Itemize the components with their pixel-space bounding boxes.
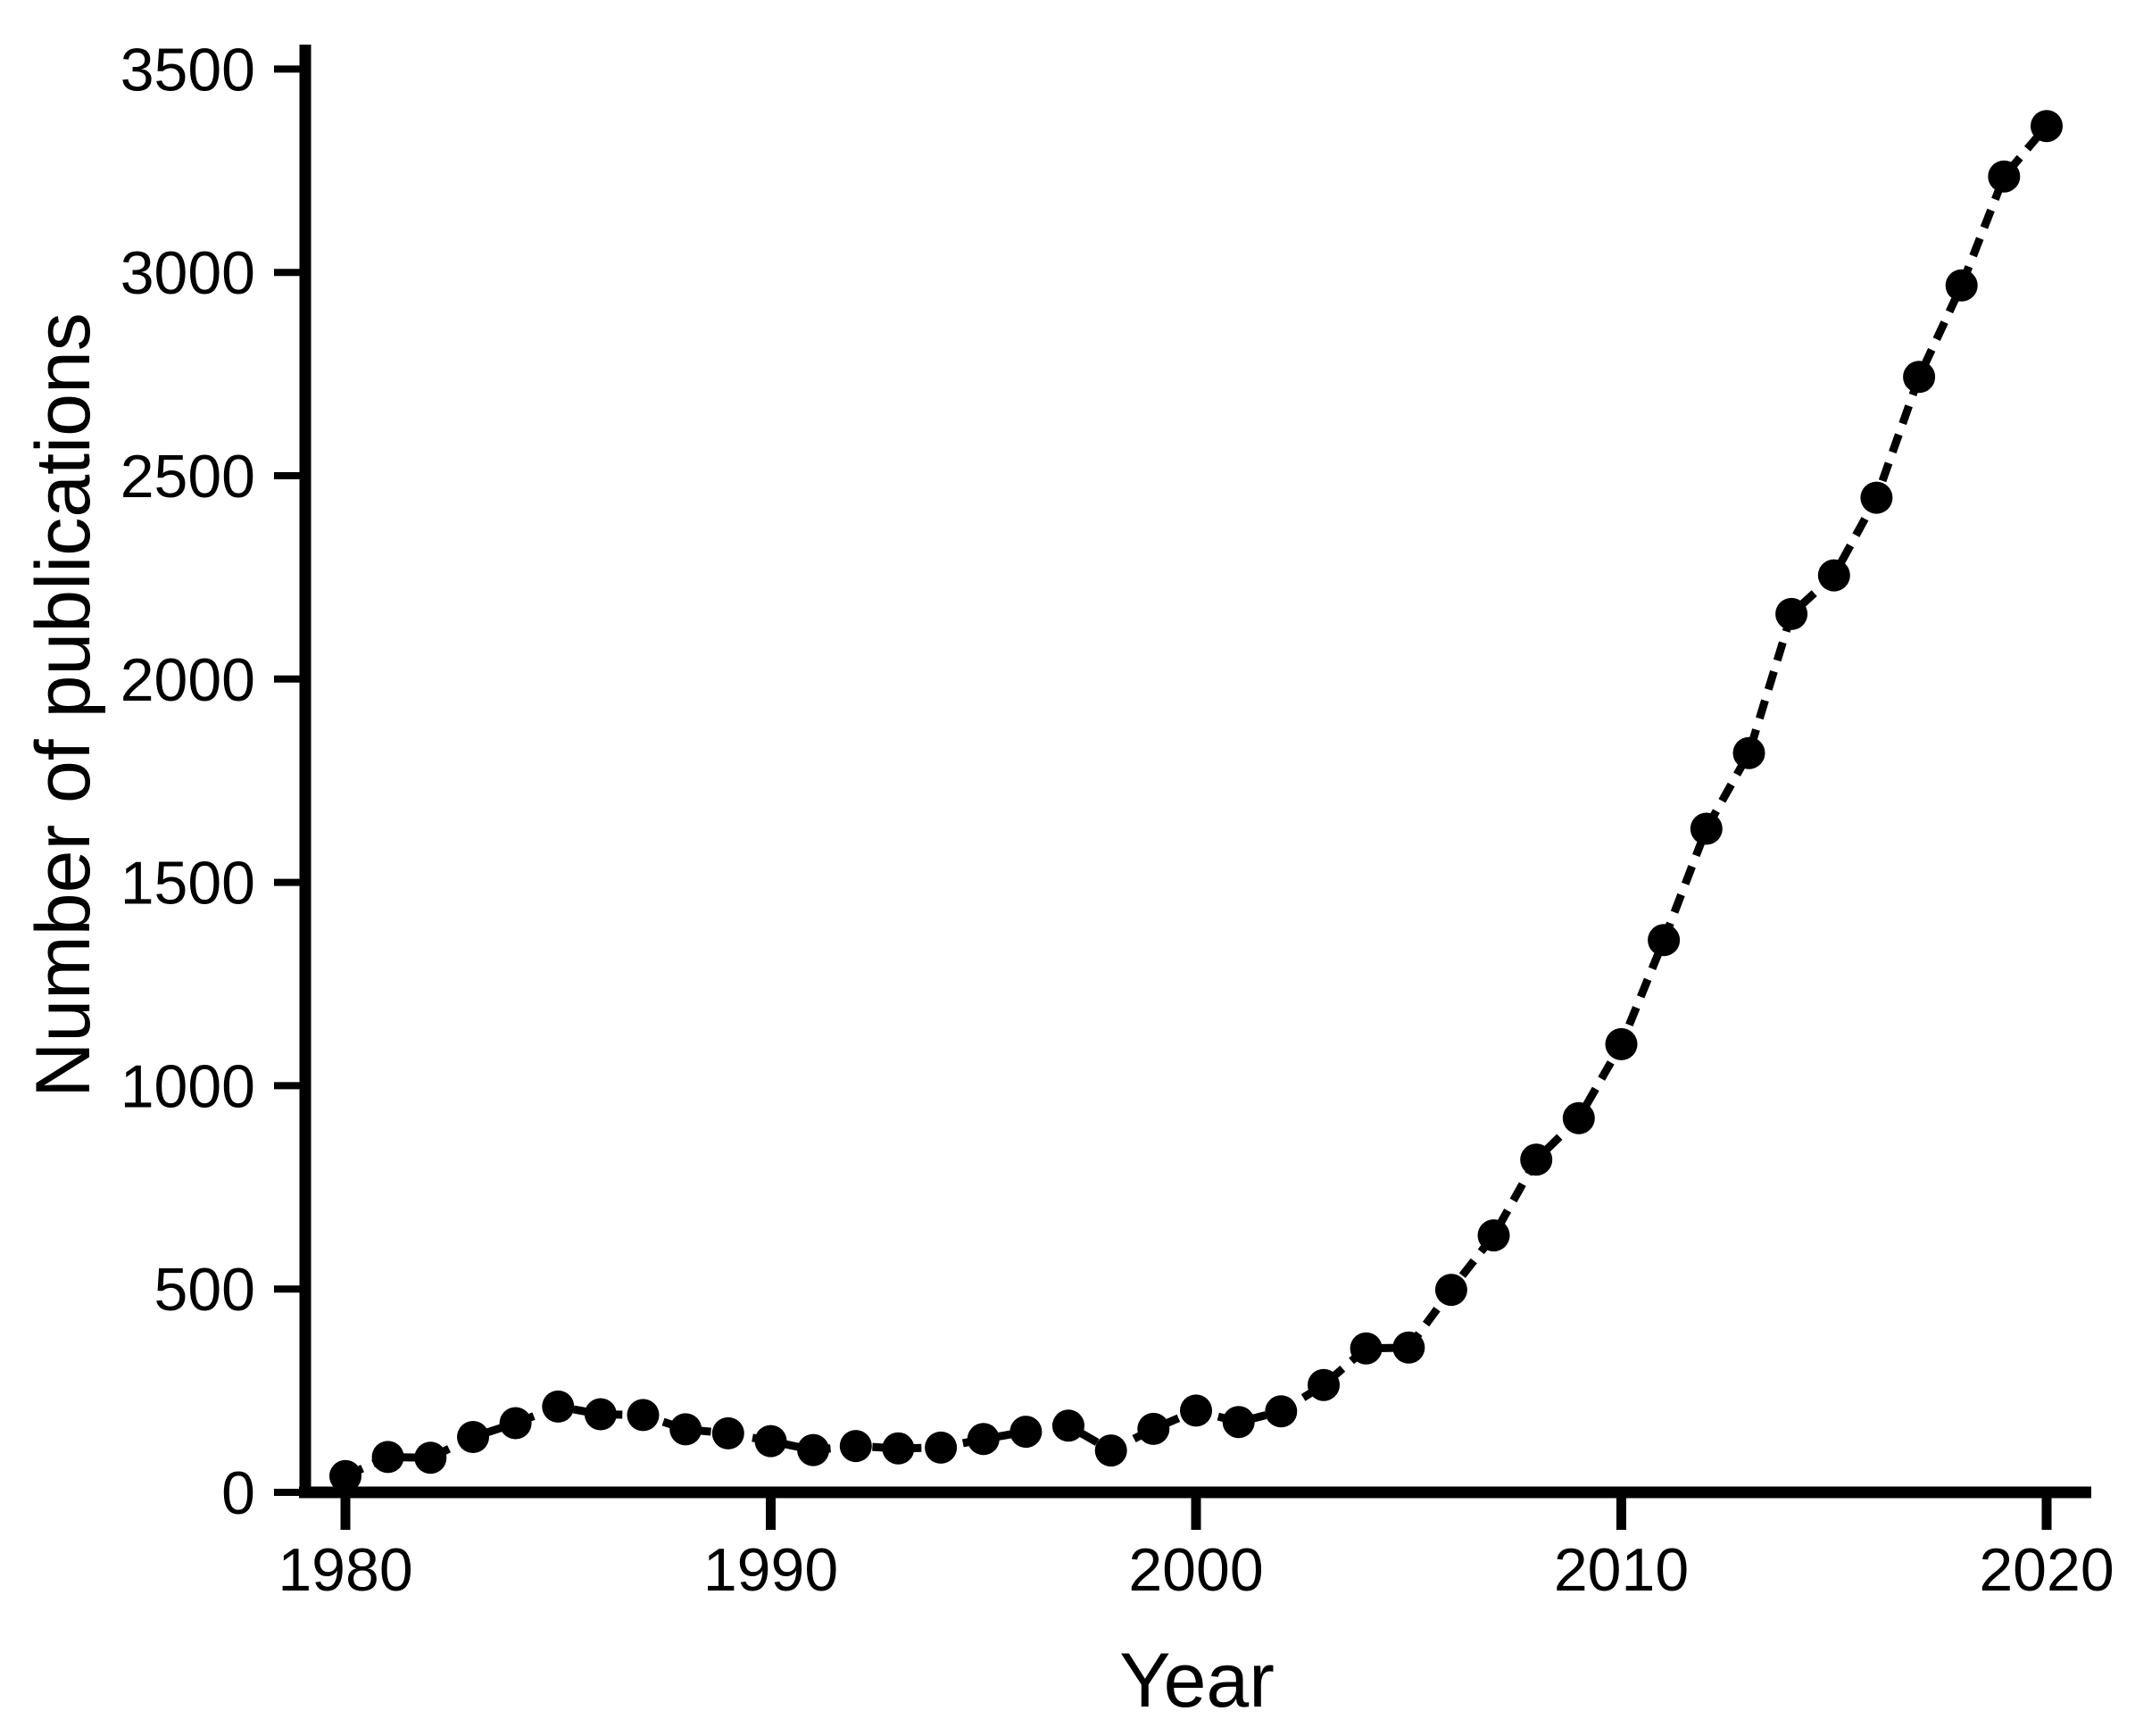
data-point-marker: [1817, 559, 1850, 592]
x-tick-label: 2010: [1554, 1536, 1689, 1604]
data-point-marker: [1009, 1416, 1043, 1449]
data-point-marker: [1988, 160, 2021, 193]
y-tick-label: 2000: [120, 646, 255, 714]
data-point-marker: [1137, 1412, 1170, 1445]
data-point-marker: [1903, 361, 1936, 394]
y-tick-label: 1500: [120, 850, 255, 918]
y-tick-label: 2500: [120, 443, 255, 511]
data-point-marker: [1945, 269, 1978, 302]
y-tick-label: 1000: [120, 1052, 255, 1120]
data-point-marker: [1605, 1027, 1638, 1060]
x-tick-label: 2000: [1128, 1536, 1263, 1604]
data-point-marker: [1520, 1143, 1553, 1176]
data-point-marker: [457, 1421, 489, 1453]
y-axis-title: Number of publications: [21, 312, 106, 1098]
data-point-marker: [1562, 1101, 1595, 1134]
data-point-marker: [839, 1430, 872, 1463]
data-point-marker: [1222, 1406, 1255, 1439]
data-point-marker: [1775, 597, 1808, 630]
data-point-marker: [1308, 1368, 1340, 1401]
data-point-marker: [797, 1433, 830, 1466]
data-point-marker: [1265, 1395, 1298, 1428]
x-tick-label: 1980: [278, 1536, 412, 1604]
data-point-marker: [627, 1399, 660, 1432]
x-tick-label: 1990: [703, 1536, 838, 1604]
data-point-marker: [2031, 110, 2063, 143]
data-point-marker: [584, 1398, 617, 1431]
data-point-marker: [1180, 1394, 1212, 1427]
data-point-marker: [542, 1390, 575, 1423]
data-point-marker: [1648, 924, 1681, 957]
data-point-marker: [1094, 1434, 1127, 1467]
data-point-marker: [711, 1416, 744, 1449]
data-point-marker: [1732, 736, 1765, 769]
data-point-marker: [754, 1425, 787, 1458]
data-point-marker: [499, 1407, 532, 1440]
data-point-marker: [669, 1413, 702, 1446]
data-point-marker: [882, 1432, 915, 1465]
data-point-marker: [1350, 1332, 1383, 1365]
y-tick-label: 0: [221, 1459, 255, 1527]
y-tick-label: 3500: [120, 36, 255, 104]
series-line: [344, 123, 2050, 1480]
x-axis-title: Year: [1119, 1638, 1275, 1724]
data-point-marker: [967, 1423, 1000, 1456]
y-tick-label: 3000: [120, 239, 255, 307]
data-point-marker: [1860, 481, 1893, 514]
data-point-marker: [1477, 1219, 1510, 1252]
data-point-marker: [1052, 1409, 1084, 1442]
data-point-marker: [414, 1441, 447, 1474]
x-tick-label: 2020: [1979, 1536, 2114, 1604]
data-point-marker: [1434, 1274, 1467, 1307]
data-point-marker: [1690, 812, 1723, 845]
data-point-marker: [1392, 1331, 1425, 1364]
data-point-marker: [371, 1441, 404, 1474]
plot-area: 0 500 1000 1500 2000 2500 3000 3500 1980 1990 2000…: [120, 36, 2114, 1604]
data-point-marker: [925, 1431, 958, 1464]
data-point-marker: [329, 1459, 361, 1492]
y-tick-label: 500: [154, 1256, 255, 1324]
